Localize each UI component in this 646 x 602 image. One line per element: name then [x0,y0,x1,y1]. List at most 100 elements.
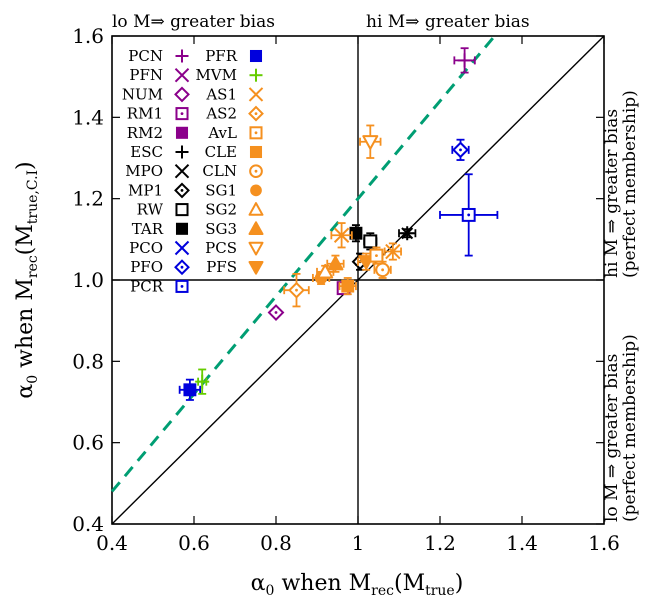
data-point [330,222,353,249]
legend-marker-shape [250,184,262,197]
legend-label: SG3 [205,220,237,238]
data-point [338,277,357,296]
legend-marker [174,182,190,199]
legend-marker-shape [175,203,189,217]
legend-label: AvL [207,124,237,142]
legend-label: SG2 [205,201,237,219]
x-tick-label: 0.4 [96,531,128,555]
point-marker [183,383,197,397]
legend-marker-shape [249,145,263,159]
legend-label: MP1 [128,181,163,199]
reference-lines [111,35,605,525]
point-marker [333,227,350,243]
point-marker [349,226,363,240]
fit-line [110,35,496,493]
legend-marker [249,126,263,140]
data-point [195,368,210,395]
legend-marker-shape [175,222,189,235]
point-marker-dot [459,148,462,152]
legend-label: PCS [205,239,237,257]
legend-label: PFN [129,66,163,84]
point-marker [195,374,210,389]
data-point [383,242,402,261]
legend-marker-shape [248,261,264,275]
legend-marker-dot [180,285,184,288]
point-marker-shape [363,234,378,249]
point-marker-shape [183,383,197,397]
legend-marker [249,49,263,63]
annotation-top-right: hi M⇒ greater bias [366,12,530,32]
data-points [178,47,499,401]
legend-marker-shape [249,49,263,63]
legend-marker [175,203,189,217]
legend-marker-stroke [174,67,190,83]
legend-marker [175,126,189,139]
point-marker [385,243,401,260]
legend-marker-dot [180,189,184,192]
data-point [267,304,285,321]
y-tick-label: 1.0 [72,268,104,292]
annotation-right-upper-line2: (perfect membership) [620,90,640,278]
data-point [439,173,499,257]
legend-label: PCO [129,239,163,257]
data-point [316,263,335,279]
legend-label: PFR [205,47,238,65]
point-marker-stroke [401,227,414,240]
y-tick-label: 1.6 [72,24,104,48]
point-marker [369,248,384,263]
annotation-top-left: lo M⇒ greater bias [112,12,275,32]
fit-line-dashed [110,35,496,493]
point-marker-shape [327,255,344,271]
legend-marker [250,184,262,197]
data-point [453,47,476,74]
point-marker [362,135,379,150]
legend-marker [174,86,190,103]
x-tick-label: 1 [352,531,365,555]
legend-marker [248,202,264,216]
point-marker [317,263,334,279]
point-marker [452,141,469,159]
point-marker [457,53,472,68]
legend-label: RW [137,201,164,219]
data-point [369,246,384,265]
y-tick-label: 0.6 [72,431,104,455]
y-tick-label: 0.4 [72,512,104,536]
point-marker-shape [362,135,379,150]
point-marker-stroke [333,227,350,243]
data-point [373,260,392,279]
legend-label: NUM [122,85,163,103]
legend-marker [249,164,263,179]
point-marker-dot [467,213,471,217]
legend-label: PFS [206,258,237,276]
axis-ticks: 0.4 0.6 0.8 1 1.2 1.4 1.6 0.4 0.6 0.8 1.0 1.2 1.4 1.6 [72,24,620,555]
legend-marker [175,222,189,235]
data-point [359,124,382,159]
annotation-right-lower-line1: lo M ⇒ greater bias [602,354,622,522]
legend-label: MPO [125,162,163,180]
legend-marker-shape [248,221,264,235]
annotation-right-upper-line1: hi M ⇒ greater bias [602,109,622,278]
legend-marker [175,49,189,63]
point-marker-dot [274,311,278,314]
legend-marker-dot [254,131,258,135]
legend-marker [175,145,189,159]
point-marker-dot [375,254,378,257]
data-point [326,254,345,273]
legend-marker [248,241,264,256]
y-tick-label: 1.4 [72,105,104,129]
point-marker [363,234,378,249]
legend-marker [174,67,190,83]
x-tick-label: 0.8 [260,531,292,555]
x-tick-label: 0.6 [178,531,210,555]
legend-marker-dot [180,112,184,115]
legend-label: SG1 [205,181,237,199]
point-marker [461,207,476,222]
x-axis-label: α0 when Mrec(Mtrue) [251,571,464,599]
legend-marker [174,163,190,179]
legend-marker [248,221,264,235]
point-marker-shape [349,226,363,240]
point-marker [267,304,285,321]
legend-marker-shape [248,241,264,256]
legend-label: RM1 [127,105,163,123]
